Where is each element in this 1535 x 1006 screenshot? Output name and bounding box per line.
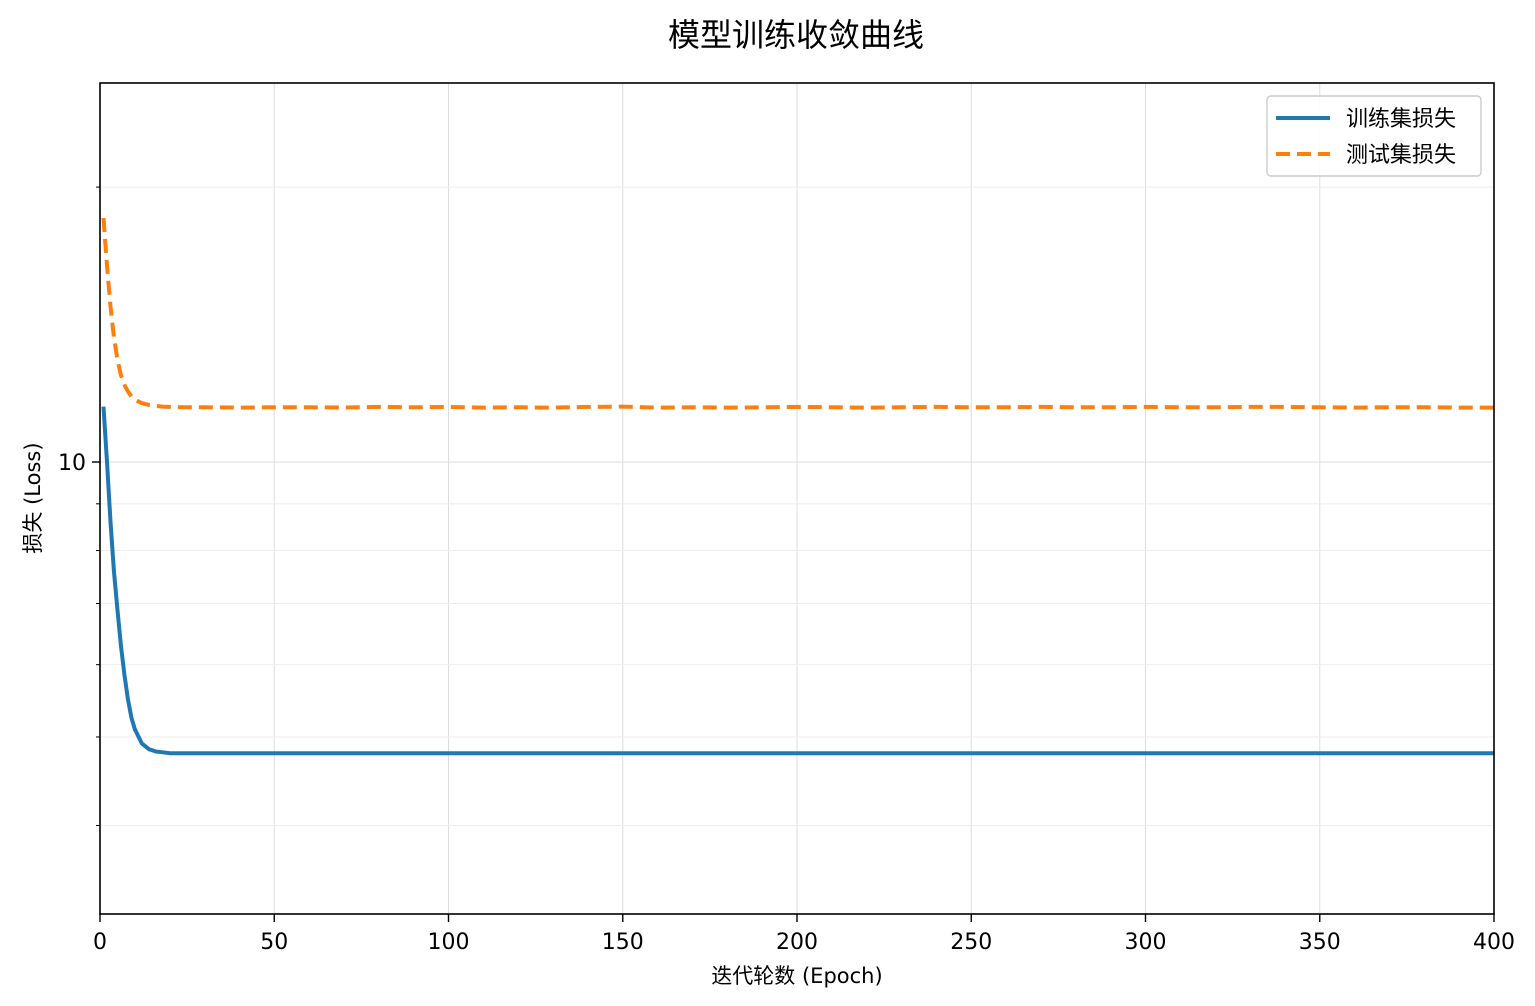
x-tick-label: 350 (1299, 930, 1341, 955)
chart-title: 模型训练收敛曲线 (668, 16, 924, 54)
series-line-test (101, 217, 1494, 410)
y-tick-label: 10 (58, 451, 86, 476)
x-tick-label: 50 (260, 930, 288, 955)
y-axis-ticks: 10 (58, 186, 100, 826)
x-axis-label: 迭代轮数 (Epoch) (711, 964, 882, 988)
legend: 训练集损失 测试集损失 (1266, 95, 1482, 177)
legend-label-train: 训练集损失 (1346, 107, 1456, 132)
x-tick-label: 0 (93, 930, 107, 955)
x-tick-label: 400 (1473, 930, 1515, 955)
x-tick-label: 250 (950, 930, 992, 955)
x-tick-label: 100 (428, 930, 470, 955)
x-axis-ticks: 0 50 100 150 200 250 300 350 400 (93, 914, 1515, 955)
series-group (101, 217, 1494, 756)
x-tick-label: 300 (1125, 930, 1167, 955)
y-axis-label: 损失 (Loss) (21, 442, 45, 553)
x-tick-label: 200 (776, 930, 818, 955)
series-line-train (101, 406, 1494, 756)
legend-label-test: 测试集损失 (1346, 143, 1456, 168)
x-tick-label: 150 (602, 930, 644, 955)
